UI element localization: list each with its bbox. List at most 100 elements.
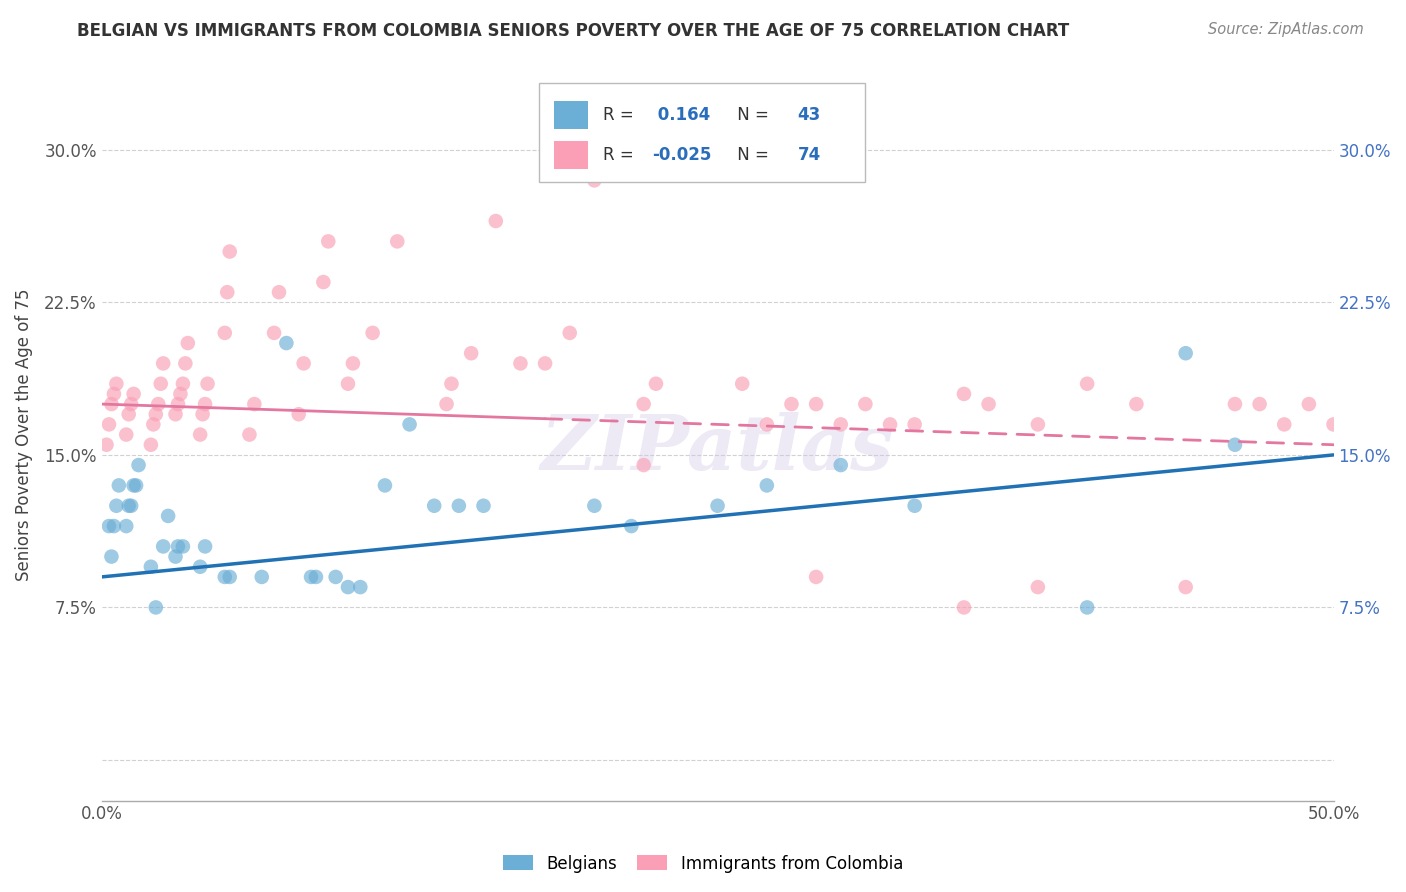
Point [157,508,180,523]
Point [188,559,211,574]
Point [1026,580,1049,594]
Point [149,376,172,391]
Point [98,417,121,432]
Point [125,478,148,492]
Point [953,600,976,615]
Point [139,438,162,452]
Point [472,499,495,513]
Point [1076,600,1098,615]
Point [804,397,827,411]
Point [115,427,138,442]
Point [1249,397,1271,411]
Point [633,458,655,472]
Point [118,407,141,421]
Point [120,397,142,411]
Point [349,580,371,594]
Point [387,235,409,249]
Point [325,570,347,584]
Point [558,326,581,340]
Text: R =: R = [603,146,634,164]
Point [167,540,190,554]
Text: BELGIAN VS IMMIGRANTS FROM COLOMBIA SENIORS POVERTY OVER THE AGE OF 75 CORRELATI: BELGIAN VS IMMIGRANTS FROM COLOMBIA SENI… [77,22,1070,40]
Point [172,540,194,554]
FancyBboxPatch shape [538,83,865,182]
Point [100,549,122,564]
Point [165,407,187,421]
Text: 0.164: 0.164 [652,105,710,124]
Point [120,499,142,513]
Point [96,438,118,452]
Point [122,478,145,492]
Text: 43: 43 [797,105,821,124]
Point [174,356,197,370]
Legend: Belgians, Immigrants from Colombia: Belgians, Immigrants from Colombia [496,848,910,880]
Point [1174,346,1197,360]
Point [583,173,606,187]
Point [620,519,643,533]
Point [1076,376,1098,391]
Text: -0.025: -0.025 [652,146,711,164]
Text: 74: 74 [797,146,821,164]
Point [98,519,121,533]
Point [214,326,236,340]
Point [105,376,128,391]
Point [447,499,470,513]
Point [118,499,141,513]
Point [238,427,260,442]
Text: R =: R = [603,105,634,124]
Text: N =: N = [733,105,769,124]
Point [128,458,150,472]
Point [299,570,322,584]
Point [218,570,240,584]
Point [953,387,976,401]
Point [423,499,446,513]
Point [172,376,194,391]
Point [336,580,359,594]
Point [188,427,211,442]
Point [217,285,239,300]
Point [142,417,165,432]
Point [250,570,273,584]
Point [336,376,359,391]
Point [148,397,170,411]
Point [361,326,384,340]
Y-axis label: Seniors Poverty Over the Age of 75: Seniors Poverty Over the Age of 75 [15,288,32,581]
Point [804,570,827,584]
Point [460,346,482,360]
Point [145,600,167,615]
Point [263,326,285,340]
Point [1223,397,1246,411]
Point [440,376,463,391]
Point [316,235,339,249]
Point [169,387,191,401]
Point [194,540,217,554]
Point [1174,580,1197,594]
Point [145,407,167,421]
Text: Source: ZipAtlas.com: Source: ZipAtlas.com [1208,22,1364,37]
Point [292,356,315,370]
Point [879,417,901,432]
Point [706,499,728,513]
Point [583,499,606,513]
Point [105,499,128,513]
Point [374,478,396,492]
Text: N =: N = [733,146,769,164]
Point [1322,417,1344,432]
Point [830,458,852,472]
Point [122,387,145,401]
Point [485,214,508,228]
Point [312,275,335,289]
Text: ZIPatlas: ZIPatlas [541,412,894,486]
Point [1026,417,1049,432]
Point [1223,438,1246,452]
Point [243,397,266,411]
Point [904,499,927,513]
Point [177,336,200,351]
Point [904,417,927,432]
Point [342,356,364,370]
Point [197,376,219,391]
Point [276,336,298,351]
Point [853,397,876,411]
Point [305,570,328,584]
Point [214,570,236,584]
